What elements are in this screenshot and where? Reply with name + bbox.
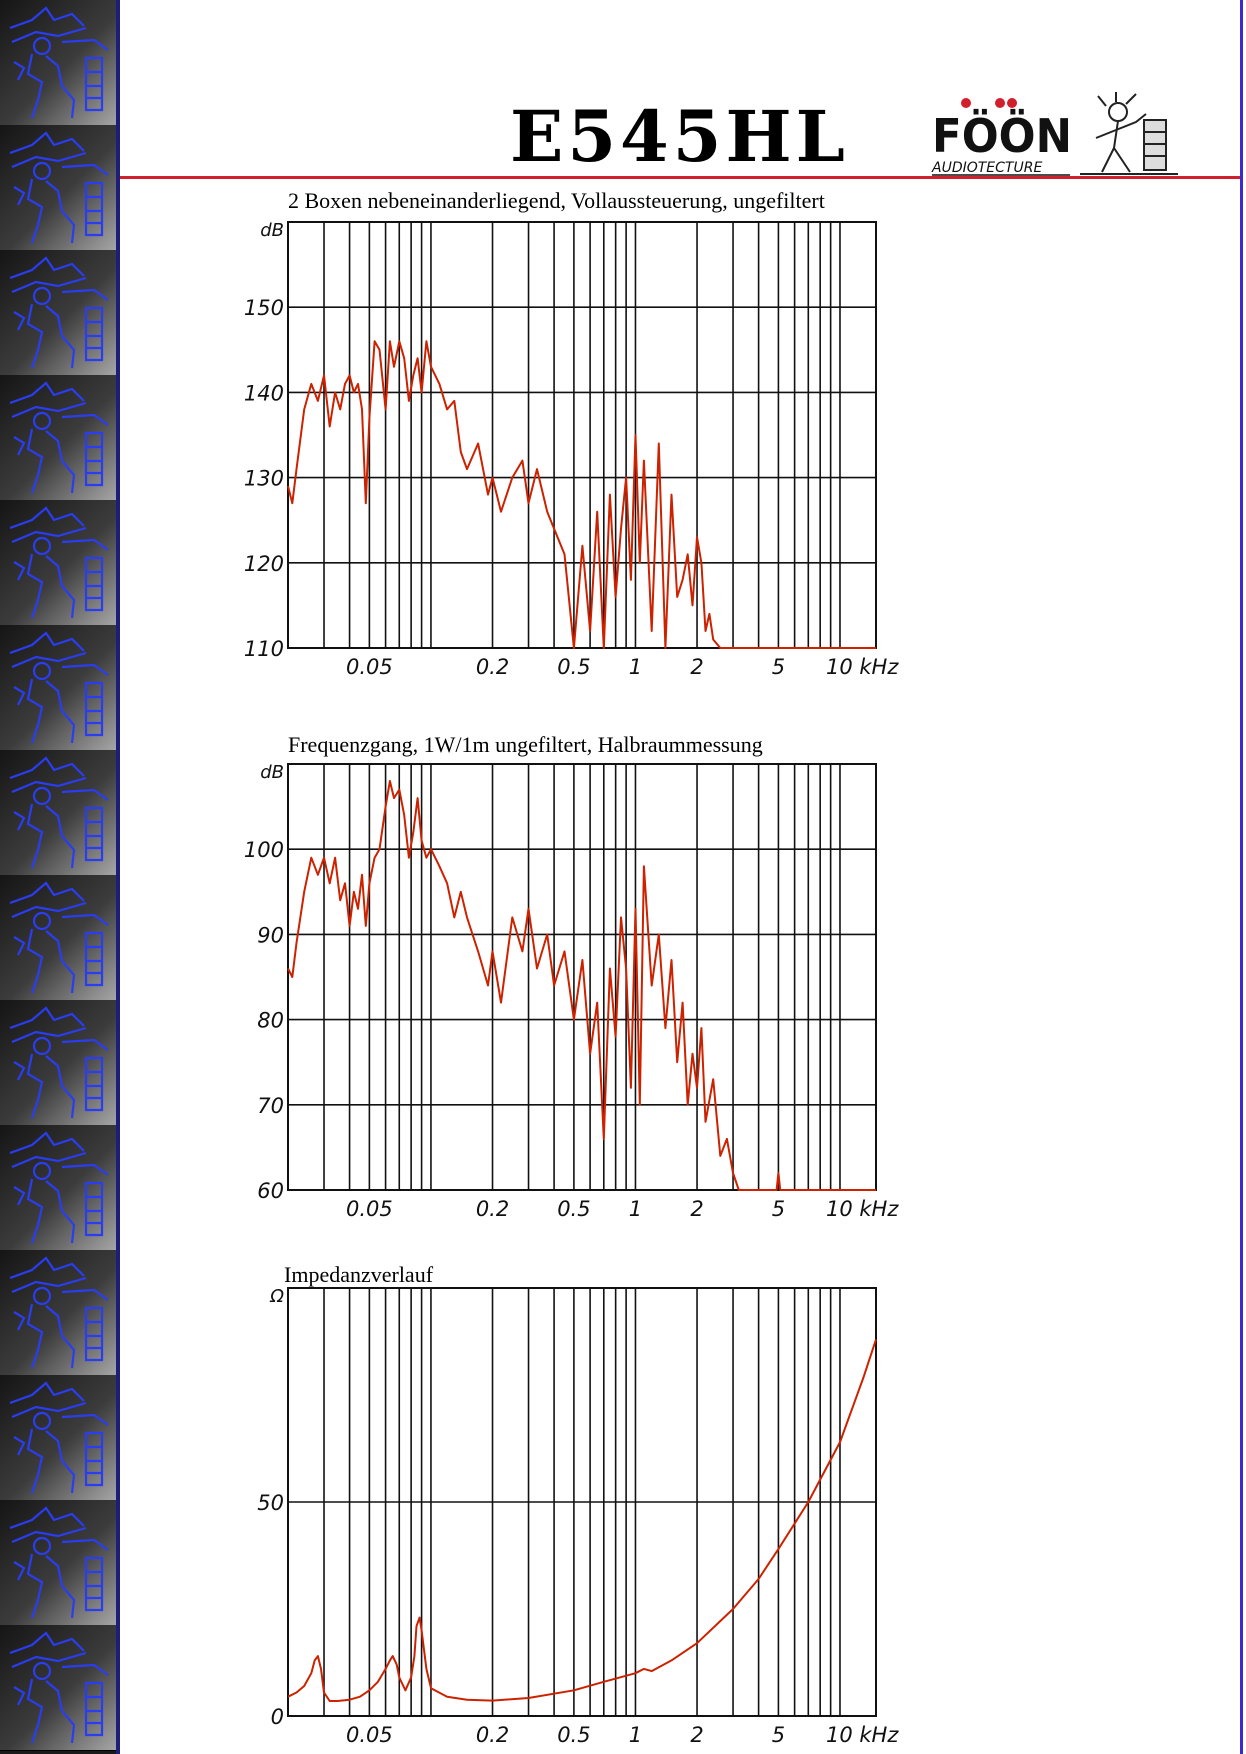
x-tick-label: 2 [690,655,703,679]
y-tick-label: 120 [244,552,284,576]
sidebar-decoration [0,0,120,1754]
sidebar-figure-tile [0,250,116,376]
warrior-figure-icon [9,1256,109,1369]
sidebar-edge [116,0,120,1754]
y-axis-unit-label: Ω [269,1286,284,1307]
x-tick-label: 0.5 [557,655,590,679]
chart-title: Frequenzgang, 1W/1m ungefiltert, Halbrau… [288,732,763,757]
x-tick-label: 0.5 [557,1197,590,1221]
y-tick-label: 110 [244,637,284,661]
warrior-figure-icon [9,756,109,869]
warrior-figure-icon [9,1506,109,1619]
x-tick-label: 2 [690,1723,703,1747]
sidebar-figure-tile [0,625,116,751]
y-tick-label: 130 [244,467,284,491]
sidebar-figure-tile [0,125,116,251]
x-tick-label: 0.05 [346,655,393,679]
y-axis-unit-label: dB [260,762,284,783]
x-tick-label: 10 kHz [826,655,899,679]
sidebar-figure-tile [0,500,116,626]
warrior-figure-icon [9,1131,109,1244]
x-tick-label: 2 [690,1197,703,1221]
header-divider [120,176,1240,179]
brand-logo: FÖÖN AUDIOTECTURE [931,92,1178,176]
x-tick-label: 10 kHz [826,1723,899,1747]
plot-frame [287,221,877,649]
sidebar-figure-tile [0,1250,116,1376]
x-tick-label: 5 [772,1197,785,1221]
y-axis-unit-label: dB [260,220,284,241]
warrior-figure-icon [9,1006,109,1119]
page-right-border [1240,0,1243,1754]
data-series-line [287,1339,877,1702]
x-tick-label: 0.2 [476,1723,509,1747]
y-tick-label: 80 [257,1009,284,1033]
sidebar-figure-tile [0,750,116,876]
y-tick-label: 150 [244,296,284,320]
warrior-figure-icon [9,6,109,119]
warrior-figure-icon [9,256,109,369]
warrior-figure-icon [9,1631,109,1744]
y-tick-label: 60 [257,1179,284,1203]
y-tick-label: 50 [257,1491,284,1515]
warrior-figure-icon [9,381,109,494]
x-tick-label: 5 [772,1723,785,1747]
sidebar-figure-tile [0,1125,116,1251]
x-tick-label: 1 [629,1723,642,1747]
sidebar-figure-tile [0,0,116,126]
x-tick-label: 1 [629,1197,642,1221]
sidebar-figure-tile [0,1625,116,1751]
y-tick-label: 140 [244,381,284,405]
y-tick-label: 100 [244,838,284,862]
x-tick-label: 0.2 [476,655,509,679]
data-series-line [287,340,876,649]
plot-frame [287,763,877,1191]
sidebar-figure-tile [0,1375,116,1501]
brand-tagline: AUDIOTECTURE [931,160,1042,176]
x-tick-label: 0.2 [476,1197,509,1221]
x-tick-label: 0.5 [557,1723,590,1747]
warrior-figure-icon [9,1381,109,1494]
y-tick-label: 70 [257,1094,284,1118]
mascot-figure-icon [1080,92,1178,175]
x-tick-label: 0.05 [346,1723,393,1747]
y-tick-label: 0 [271,1705,284,1729]
y-tick-label: 90 [257,923,284,947]
x-tick-label: 10 kHz [826,1197,899,1221]
x-tick-label: 1 [629,655,642,679]
data-series-line [287,780,876,1191]
chart-title: Impedanzverlauf [284,1262,434,1287]
sidebar-figure-tile [0,875,116,1001]
warrior-figure-icon [9,131,109,244]
warrior-figure-icon [9,881,109,994]
sidebar-figure-tile [0,375,116,501]
x-tick-label: 0.05 [346,1197,393,1221]
brand-name: FÖÖN [932,109,1072,163]
warrior-figure-icon [9,506,109,619]
chart-title: 2 Boxen nebeneinanderliegend, Vollausste… [288,188,825,213]
warrior-figure-icon [9,631,109,744]
x-tick-label: 5 [772,655,785,679]
page-title: E545HL [510,95,849,178]
